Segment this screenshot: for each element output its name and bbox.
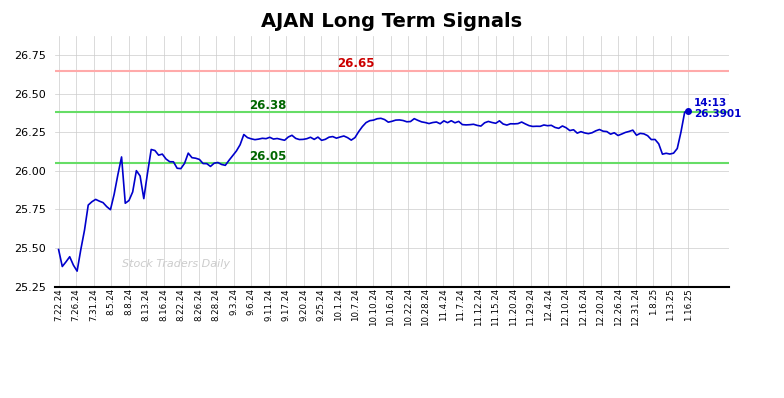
Text: 26.38: 26.38 <box>249 99 286 111</box>
Text: 26.05: 26.05 <box>249 150 286 162</box>
Text: 14:13
26.3901: 14:13 26.3901 <box>694 98 742 119</box>
Title: AJAN Long Term Signals: AJAN Long Term Signals <box>261 12 523 31</box>
Text: 26.65: 26.65 <box>337 57 375 70</box>
Text: Stock Traders Daily: Stock Traders Daily <box>122 259 230 269</box>
